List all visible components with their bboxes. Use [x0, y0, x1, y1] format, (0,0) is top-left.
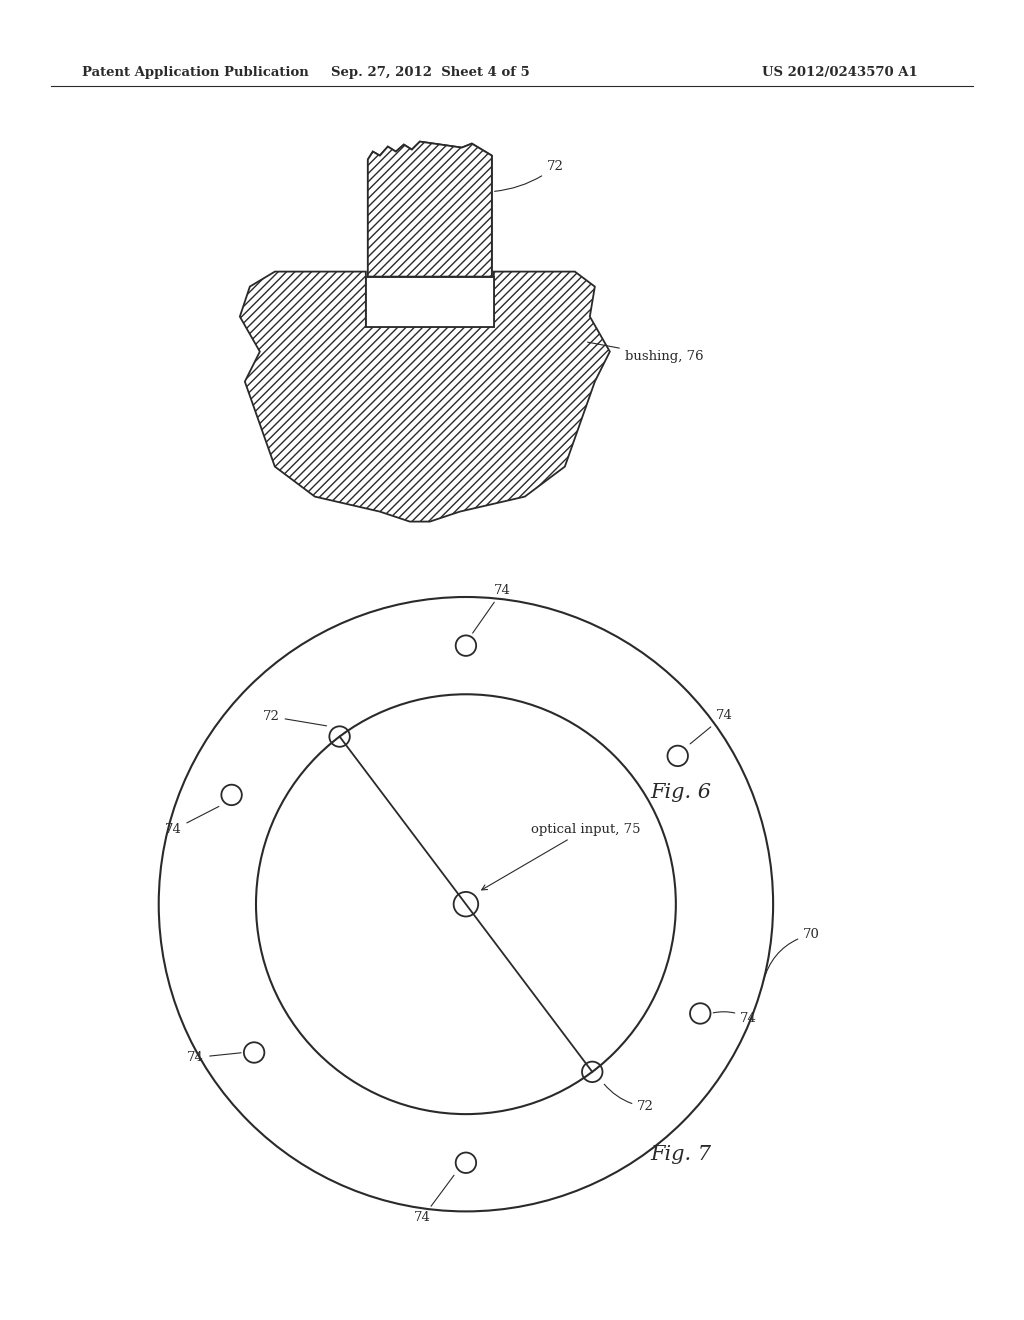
- Text: Patent Application Publication: Patent Application Publication: [82, 66, 308, 79]
- Text: 72: 72: [604, 1084, 654, 1113]
- Polygon shape: [240, 272, 610, 521]
- Text: 74: 74: [473, 585, 511, 634]
- Polygon shape: [368, 141, 492, 277]
- Polygon shape: [368, 141, 492, 277]
- Polygon shape: [366, 277, 494, 326]
- Text: Fig. 7: Fig. 7: [650, 1146, 712, 1164]
- Text: 70: 70: [763, 928, 820, 981]
- Text: 74: 74: [187, 1051, 241, 1064]
- Text: 74: 74: [713, 1011, 757, 1024]
- Text: 74: 74: [165, 807, 219, 837]
- Text: 74: 74: [414, 1175, 454, 1224]
- Text: 72: 72: [495, 160, 564, 191]
- Text: Fig. 6: Fig. 6: [650, 783, 712, 801]
- Text: optical input, 75: optical input, 75: [481, 822, 640, 890]
- Text: 74: 74: [690, 709, 732, 744]
- Text: bushing, 76: bushing, 76: [588, 342, 703, 363]
- Text: 72: 72: [263, 710, 327, 726]
- Text: US 2012/0243570 A1: US 2012/0243570 A1: [762, 66, 918, 79]
- Text: Sep. 27, 2012  Sheet 4 of 5: Sep. 27, 2012 Sheet 4 of 5: [331, 66, 529, 79]
